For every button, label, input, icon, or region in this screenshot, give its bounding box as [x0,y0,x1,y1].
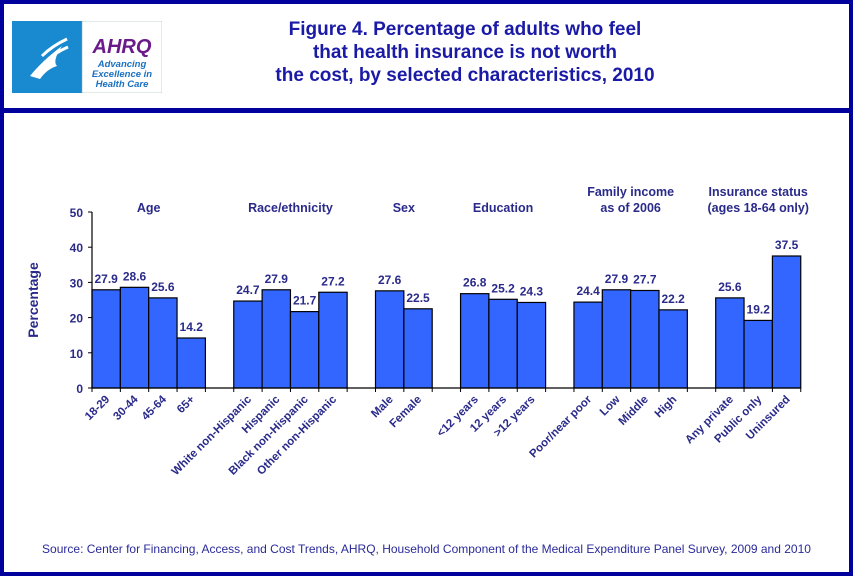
data-label: 22.5 [406,291,430,305]
data-label: 27.2 [321,274,345,288]
bar [459,293,490,389]
x-tick-label: 18-29 [83,394,112,423]
x-tick-label: 30-44 [111,393,141,423]
svg-text:Advancing: Advancing [97,59,147,70]
data-label: 26.8 [463,276,487,290]
bar [488,298,518,389]
data-label: 37.5 [775,238,799,252]
bar [771,255,802,389]
group-label: as of 2006 [600,201,661,215]
bar [658,309,688,389]
data-label: 27.9 [94,272,118,286]
x-tick-label: Poor/near poor [527,393,594,460]
bar [176,337,207,389]
bar [374,290,405,389]
data-label: 25.6 [718,280,742,294]
y-tick-label: 30 [70,276,84,290]
bar [91,289,121,389]
bar [630,289,660,389]
ahrq-logo: AHRQ Advancing Excellence in Health Care [12,21,162,93]
bar [573,301,603,389]
y-axis-label: Percentage [25,262,41,338]
data-label: 24.3 [520,284,544,298]
source-note: Source: Center for Financing, Access, an… [42,542,811,556]
group-label: Education [473,201,533,215]
title-line: the cost, by selected characteristics, 2… [275,65,655,86]
y-tick-label: 10 [70,347,84,361]
data-label: 27.7 [633,272,657,286]
y-tick-label: 20 [70,312,84,326]
bar [743,319,773,389]
data-label: 24.7 [236,283,260,297]
y-tick-label: 0 [76,382,83,396]
group-label: Race/ethnicity [248,201,333,215]
data-label: 27.9 [605,272,629,286]
ahrq-wordmark: AHRQ [92,36,152,58]
chart-title: Figure 4. Percentage of adults who feel … [200,18,730,87]
bar [261,289,292,389]
y-tick-label: 40 [70,241,84,255]
bar [516,301,547,389]
header-divider [4,108,849,113]
bar [148,297,178,389]
data-label: 21.7 [293,294,317,308]
bar [318,291,348,389]
data-label: 14.2 [180,320,204,334]
group-label: Insurance status [709,185,808,199]
svg-text:Health Care: Health Care [96,79,150,90]
group-label: Family income [587,185,674,199]
data-label: 25.6 [151,280,175,294]
data-label: 28.6 [123,269,147,283]
bar [289,311,320,389]
x-tick-label: Low [598,394,623,419]
data-label: 22.2 [661,292,685,306]
bar [601,289,632,389]
hhs-eagle-icon [12,21,82,93]
svg-text:Excellence in: Excellence in [92,69,152,80]
x-tick-label: Middle [617,394,651,428]
bar [715,297,745,389]
group-label: (ages 18-64 only) [708,201,809,215]
x-tick-label: High [653,394,680,421]
data-label: 27.9 [265,272,289,286]
title-line: Figure 4. Percentage of adults who feel [288,19,642,40]
bar [119,286,150,389]
data-label: 27.6 [378,273,402,287]
x-tick-label: Female [388,394,425,431]
group-label: Sex [393,201,415,215]
bar [233,300,263,389]
x-tick-label: 45-64 [140,393,170,423]
bar [403,308,433,389]
x-tick-label: 65+ [175,393,197,415]
title-line: that health insurance is not worth [312,42,618,63]
y-tick-label: 50 [70,206,84,220]
data-label: 19.2 [747,302,771,316]
data-label: 25.2 [491,281,515,295]
group-label: Age [137,201,161,215]
data-label: 24.4 [576,284,600,298]
